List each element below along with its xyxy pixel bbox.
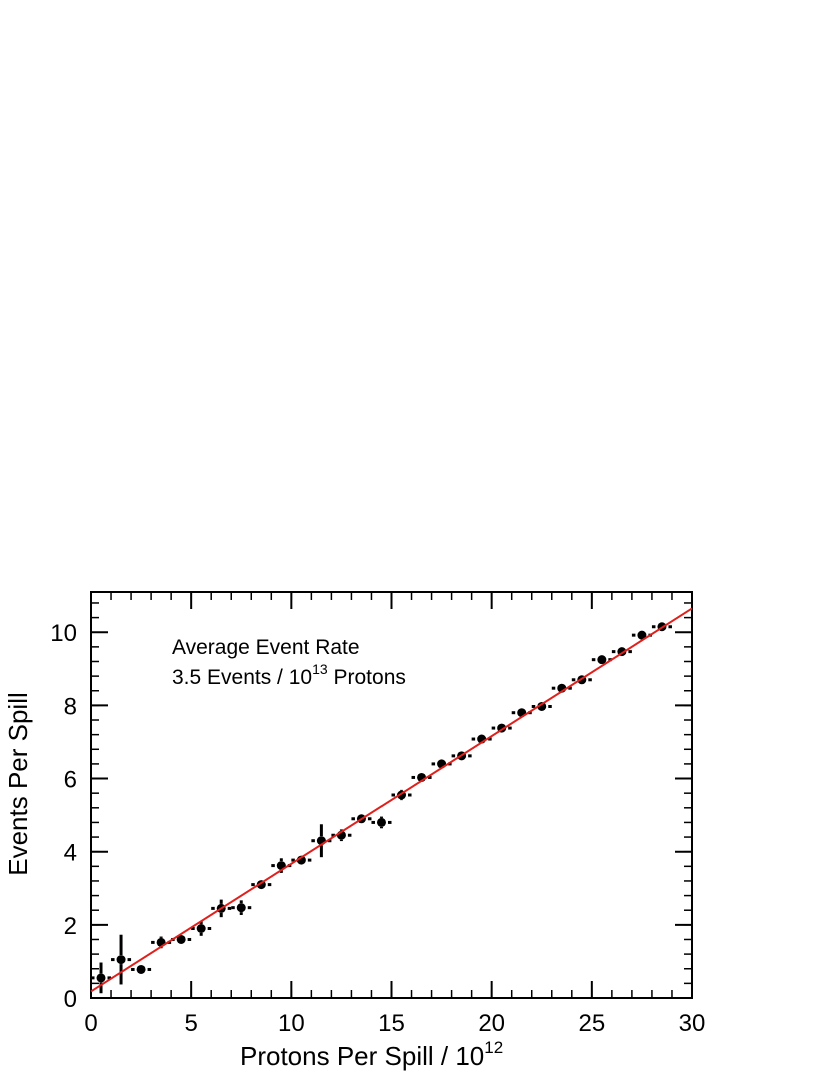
y-tick-label: 6 xyxy=(64,767,77,794)
marker xyxy=(597,655,607,665)
x-axis-title-text: Protons Per Spill / 10 xyxy=(240,1041,484,1071)
x-axis-title-exponent: 12 xyxy=(484,1038,503,1057)
annotation-line-1: Average Event Rate xyxy=(172,636,360,659)
y-tick-label: 8 xyxy=(64,693,77,720)
y-tick-labels: 0 2 4 6 8 10 xyxy=(50,620,77,1013)
x-tick-label: 5 xyxy=(184,1010,197,1037)
annotation-line-2-prefix: 3.5 Events / 10 xyxy=(172,666,312,689)
x-tick-label: 30 xyxy=(679,1010,706,1037)
plot-area: 0 5 10 15 20 25 30 0 2 4 6 8 10 xyxy=(50,591,705,1037)
data-point xyxy=(191,921,212,936)
y-tick-label: 0 xyxy=(64,986,77,1013)
x-tick-labels: 0 5 10 15 20 25 30 xyxy=(84,1010,705,1037)
y-axis-title: Events Per Spill xyxy=(3,692,33,876)
marker xyxy=(96,973,106,983)
data-point xyxy=(231,900,252,915)
x-tick-label: 20 xyxy=(478,1010,505,1037)
y-tick-label: 4 xyxy=(64,840,77,867)
y-tick-label: 2 xyxy=(64,913,77,940)
marker xyxy=(637,630,647,640)
marker xyxy=(136,964,146,974)
annotation-line-2-exponent: 13 xyxy=(312,661,328,677)
x-tick-label: 0 xyxy=(84,1010,97,1037)
x-tick-label: 25 xyxy=(578,1010,605,1037)
x-tick-label: 10 xyxy=(278,1010,305,1037)
annotation-line-2: 3.5 Events / 1013 Protons xyxy=(172,661,406,689)
data-point xyxy=(111,934,132,985)
x-tick-label: 15 xyxy=(378,1010,405,1037)
marker xyxy=(376,817,386,827)
y-tick-label: 10 xyxy=(50,620,77,647)
marker xyxy=(116,955,126,965)
marker xyxy=(176,934,186,944)
marker xyxy=(537,701,547,711)
fit-line xyxy=(90,607,693,993)
marker xyxy=(236,903,246,913)
annotation-line-2-suffix: Protons xyxy=(328,666,406,689)
data-point xyxy=(531,701,552,711)
marker xyxy=(196,924,206,934)
major-ticks xyxy=(90,592,693,999)
data-point xyxy=(131,964,152,974)
data-point xyxy=(371,816,392,829)
x-axis-title: Protons Per Spill / 1012 xyxy=(240,1038,503,1071)
data-point xyxy=(591,655,612,665)
